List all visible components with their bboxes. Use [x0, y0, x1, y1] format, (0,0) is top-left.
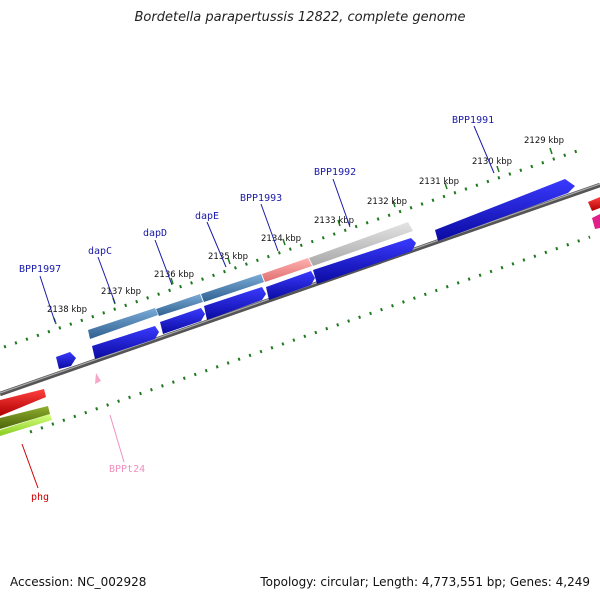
accession-text: Accession: NC_002928 — [10, 575, 147, 589]
tick-label: 2136 kbp — [154, 270, 194, 280]
major-tick — [282, 238, 286, 246]
gene-label-bppt24: BPPt24 — [109, 464, 145, 475]
tick-label: 2132 kbp — [367, 197, 407, 207]
tick-label: 2137 kbp — [101, 287, 141, 297]
gene-label-bpp1997: BPP1997 — [19, 264, 61, 275]
gene-label-bpp1993: BPP1993 — [240, 193, 282, 204]
gene-blue-5 — [313, 238, 416, 284]
tick-label: 2138 kbp — [47, 305, 87, 315]
gene-bpp1992-bar — [309, 222, 413, 266]
gene-label-dape: dapE — [195, 211, 219, 222]
gene-dapc-bar — [88, 308, 158, 339]
tick-label: 2131 kbp — [419, 177, 459, 187]
gene-labels: BPP1997 dapC dapD dapE BPP1993 BPP1992 B… — [19, 115, 494, 503]
tick-label: 2133 kbp — [314, 216, 354, 226]
leader-bppt24 — [109, 414, 125, 463]
tick-label: 2129 kbp — [524, 136, 564, 146]
leader-phg — [21, 443, 39, 489]
gene-label-dapd: dapD — [143, 228, 167, 239]
major-tick — [392, 200, 396, 208]
major-tick — [170, 277, 174, 285]
major-ticks — [53, 147, 553, 325]
gene-bpp1993-bar — [262, 258, 312, 282]
forward-strand-genes[interactable] — [88, 179, 600, 339]
gene-label-dapc: dapC — [88, 246, 112, 257]
major-tick — [444, 182, 448, 190]
major-tick — [227, 257, 231, 265]
major-tick — [496, 165, 500, 173]
gene-olive-left — [0, 406, 50, 429]
leader-bpp1997 — [39, 275, 56, 323]
tick-labels: 2138 kbp 2137 kbp 2136 kbp 2135 kbp 2134… — [47, 136, 564, 315]
tick-label: 2134 kbp — [261, 234, 301, 244]
map-title: Bordetella parapertussis 12822, complete… — [134, 10, 466, 25]
tick-label: 2130 kbp — [472, 157, 512, 167]
reverse-strand-genes[interactable] — [0, 238, 416, 436]
gene-blue-1 — [92, 326, 159, 359]
leader-dape — [206, 221, 227, 268]
major-tick — [549, 147, 553, 155]
gene-edge-magenta — [592, 214, 600, 229]
gene-label-bpp1992: BPP1992 — [314, 167, 356, 178]
major-tick — [337, 219, 341, 227]
gene-label-phg: phg — [31, 492, 49, 503]
leader-dapc — [97, 256, 116, 304]
gene-blue-2 — [160, 308, 205, 334]
leader-bpp1991 — [473, 125, 495, 174]
gene-lime-left — [0, 414, 52, 436]
genome-summary-text: Topology: circular; Length: 4,773,551 bp… — [260, 575, 590, 589]
gene-red-left — [0, 389, 46, 416]
gene-blue-small — [56, 352, 76, 369]
gene-dapd-bar — [156, 294, 203, 316]
leader-lines — [21, 125, 495, 489]
gene-blue-3 — [204, 287, 266, 320]
tick-label: 2135 kbp — [208, 252, 248, 262]
gene-bpp1991-bar — [435, 179, 575, 241]
leader-bpp1993 — [260, 203, 279, 252]
gene-edge-red-top — [588, 197, 600, 211]
leader-dapd — [154, 239, 173, 286]
gene-dape-bar — [201, 274, 264, 302]
gene-bppt24-marker — [95, 373, 101, 384]
genome-backbone — [0, 182, 600, 397]
gene-label-bpp1991: BPP1991 — [452, 115, 494, 126]
gene-blue-4 — [266, 271, 315, 300]
leader-bpp1992 — [332, 178, 351, 228]
